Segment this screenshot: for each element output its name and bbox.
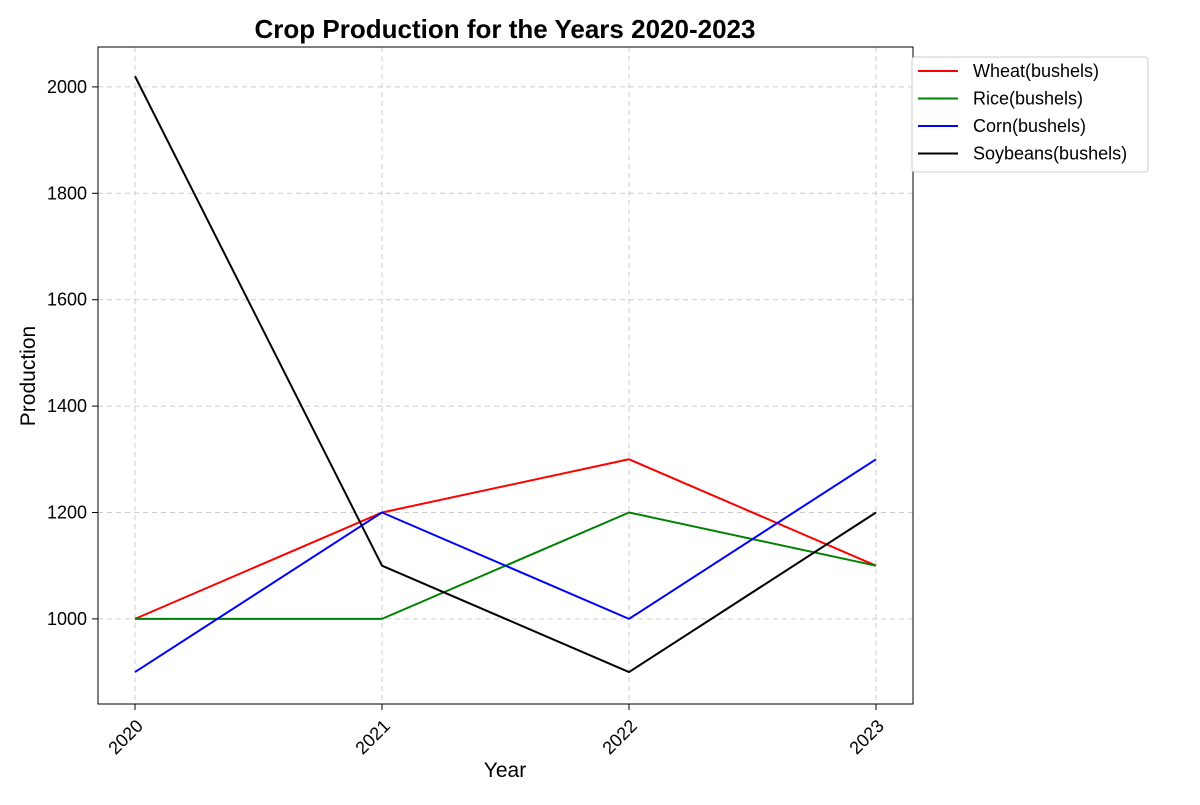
series-line-soybeans-bushels bbox=[134, 75, 877, 674]
x-tick-label: 2022 bbox=[598, 716, 640, 758]
y-tick-label: 1600 bbox=[47, 290, 87, 310]
ticks-layer: 1000 1200 1400 1600 1800 2000 2020 2021 2022 2023 bbox=[47, 77, 888, 758]
y-tick-label: 1800 bbox=[47, 183, 87, 203]
y-tick-label: 2000 bbox=[47, 77, 87, 97]
y-tick-label: 1400 bbox=[47, 396, 87, 416]
x-axis-label: Year bbox=[484, 759, 526, 782]
legend-label: Soybeans(bushels) bbox=[973, 144, 1127, 164]
x-tick-label: 2021 bbox=[351, 716, 393, 758]
grid-layer bbox=[98, 47, 913, 704]
x-tick-label: 2020 bbox=[104, 716, 146, 758]
series-line-wheat-bushels bbox=[134, 458, 877, 620]
legend-label: Rice(bushels) bbox=[973, 89, 1083, 109]
series-line-corn-bushels bbox=[134, 458, 877, 673]
y-tick-label: 1000 bbox=[47, 609, 87, 629]
y-tick-label: 1200 bbox=[47, 502, 87, 522]
legend: Wheat(bushels) Rice(bushels) Corn(bushels)… bbox=[911, 56, 1149, 173]
plot-area-frame bbox=[97, 46, 914, 705]
series-layer bbox=[134, 75, 877, 674]
legend-frame bbox=[911, 56, 1149, 173]
chart-title: Crop Production for the Years 2020-2023 bbox=[255, 14, 756, 44]
y-axis-label: Production bbox=[17, 326, 40, 426]
x-tick-label: 2023 bbox=[845, 716, 887, 758]
legend-label: Corn(bushels) bbox=[973, 116, 1086, 136]
legend-label: Wheat(bushels) bbox=[973, 61, 1099, 81]
